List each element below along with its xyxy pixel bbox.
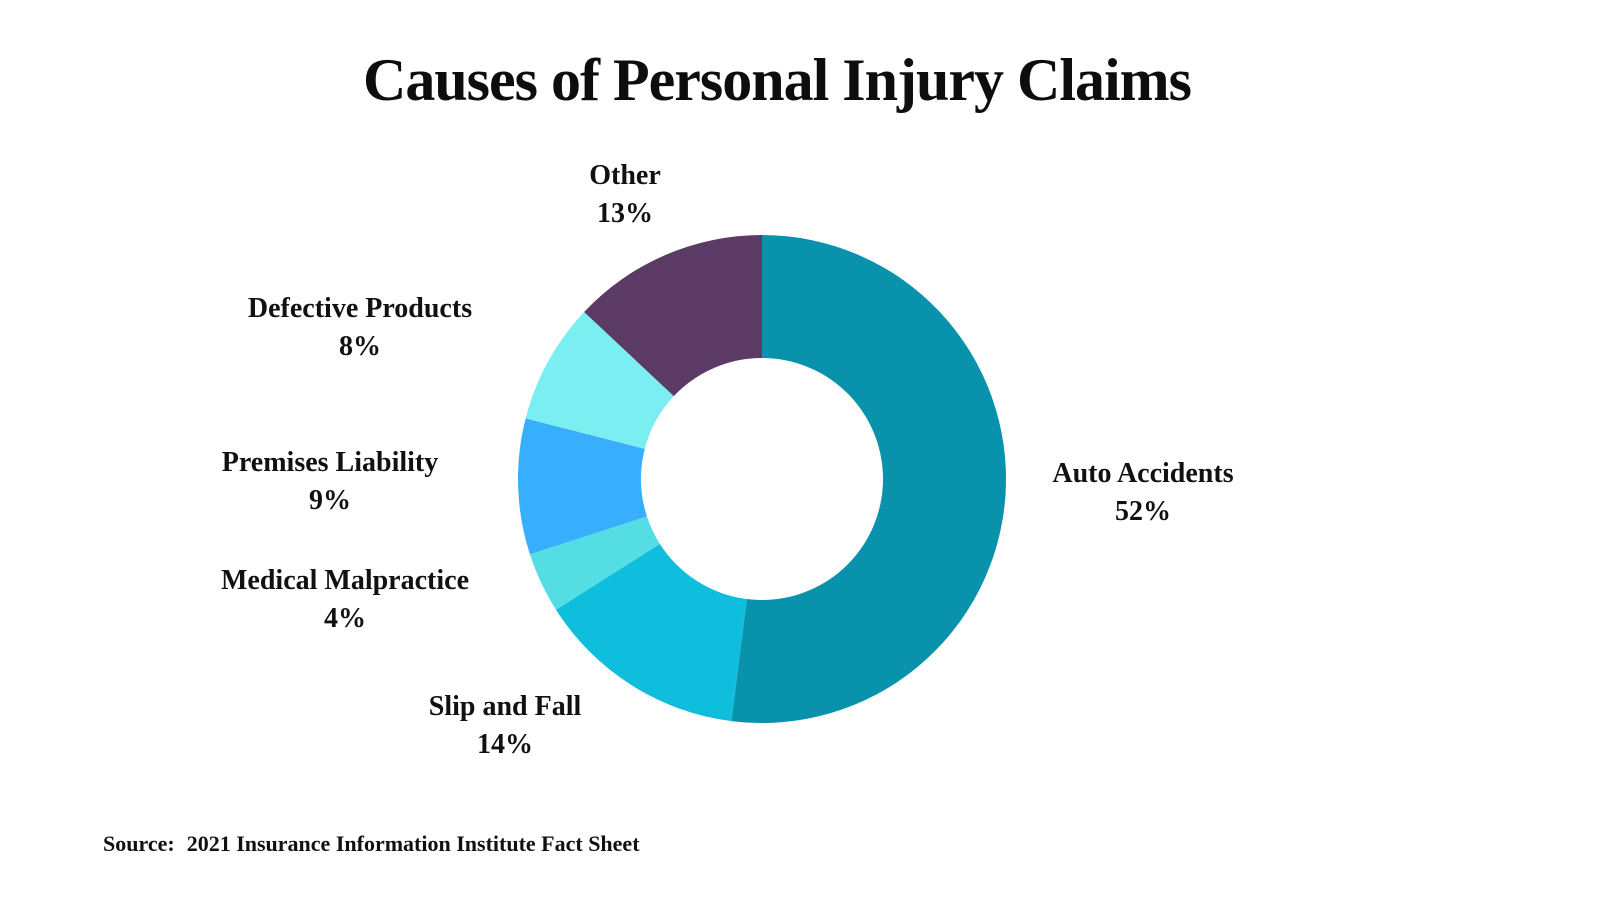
slice-label-percent: 52% bbox=[1114, 496, 1171, 527]
slice-label-premises-liability: Premises Liability 9% bbox=[222, 444, 438, 520]
slice-label-defective-products: Defective Products 8% bbox=[248, 290, 472, 366]
slice-label-percent: 14% bbox=[476, 729, 533, 760]
donut-slice-medical-malpractice bbox=[529, 516, 660, 610]
slice-label-name: Medical Malpractice bbox=[220, 565, 470, 596]
donut-slice-auto-accidents bbox=[731, 235, 1007, 724]
source-label: Source: bbox=[103, 831, 175, 856]
source-attribution: Source: 2021 Insurance Information Instit… bbox=[103, 831, 640, 857]
donut-slice-defective-products bbox=[525, 311, 674, 449]
slice-label-name: Defective Products bbox=[247, 293, 473, 324]
slice-label-medical-malpractice: Medical Malpractice 4% bbox=[221, 562, 469, 638]
slice-label-name: Other bbox=[589, 160, 661, 191]
slice-label-percent: 4% bbox=[323, 603, 366, 634]
slice-label-percent: 9% bbox=[309, 485, 351, 516]
slice-label-name: Slip and Fall bbox=[428, 691, 582, 722]
donut-slice-premises-liability bbox=[517, 418, 647, 555]
slice-label-other: Other 13% bbox=[589, 157, 661, 233]
slice-label-slip-and-fall: Slip and Fall 14% bbox=[429, 688, 582, 764]
slice-label-percent: 13% bbox=[597, 198, 653, 229]
chart-title: Causes of Personal Injury Claims bbox=[362, 47, 1192, 113]
donut-slice-slip-and-fall bbox=[555, 543, 747, 722]
slice-label-name: Premises Liability bbox=[221, 447, 439, 478]
slice-label-auto-accidents: Auto Accidents 52% bbox=[1052, 455, 1233, 531]
slice-label-percent: 8% bbox=[339, 331, 381, 362]
donut-slice-other bbox=[584, 235, 762, 397]
slice-label-name: Auto Accidents bbox=[1052, 458, 1234, 489]
source-text: 2021 Insurance Information Institute Fac… bbox=[186, 831, 640, 856]
